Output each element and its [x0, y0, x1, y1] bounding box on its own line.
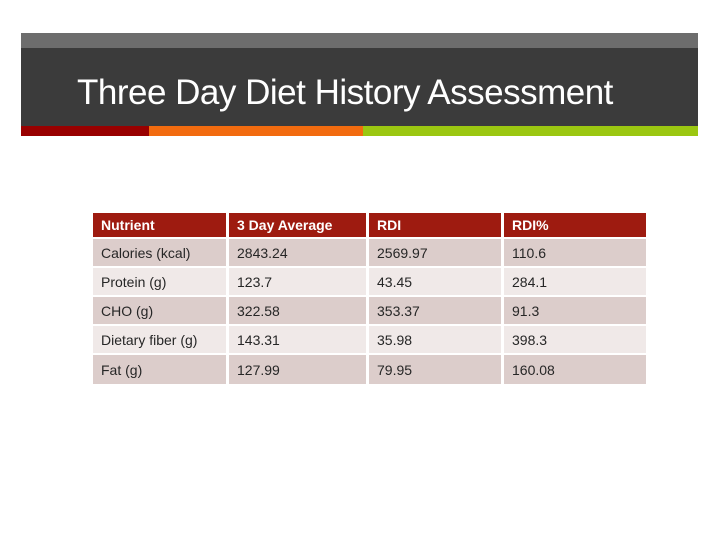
cell-nutrient: CHO (g) [93, 297, 229, 326]
cell-3day-average: 2843.24 [229, 239, 369, 268]
accent-stripe-red [21, 126, 149, 136]
cell-rdi: 2569.97 [369, 239, 504, 268]
cell-nutrient: Dietary fiber (g) [93, 326, 229, 355]
title-banner: Three Day Diet History Assessment [21, 48, 698, 126]
cell-rdi: 353.37 [369, 297, 504, 326]
slide-title: Three Day Diet History Assessment [77, 73, 613, 112]
table-row-cho: CHO (g) 322.58 353.37 91.3 [93, 297, 646, 326]
col-header-nutrient: Nutrient [93, 213, 229, 239]
table-row-fat: Fat (g) 127.99 79.95 160.08 [93, 355, 646, 384]
cell-3day-average: 322.58 [229, 297, 369, 326]
table-row-calories: Calories (kcal) 2843.24 2569.97 110.6 [93, 239, 646, 268]
table-row-protein: Protein (g) 123.7 43.45 284.1 [93, 268, 646, 297]
cell-rdi-percent: 284.1 [504, 268, 646, 297]
cell-nutrient: Fat (g) [93, 355, 229, 384]
col-header-rdi: RDI [369, 213, 504, 239]
table-header-row: Nutrient 3 Day Average RDI RDI% [93, 213, 646, 239]
cell-3day-average: 143.31 [229, 326, 369, 355]
accent-stripe [21, 126, 698, 136]
cell-rdi-percent: 398.3 [504, 326, 646, 355]
cell-3day-average: 123.7 [229, 268, 369, 297]
col-header-3day-average: 3 Day Average [229, 213, 369, 239]
cell-rdi-percent: 160.08 [504, 355, 646, 384]
accent-stripe-orange [149, 126, 363, 136]
cell-nutrient: Calories (kcal) [93, 239, 229, 268]
cell-rdi: 43.45 [369, 268, 504, 297]
cell-rdi: 79.95 [369, 355, 504, 384]
cell-nutrient: Protein (g) [93, 268, 229, 297]
table-row-dietary-fiber: Dietary fiber (g) 143.31 35.98 398.3 [93, 326, 646, 355]
accent-stripe-green [363, 126, 698, 136]
cell-rdi: 35.98 [369, 326, 504, 355]
title-banner-accent-strip [21, 33, 698, 48]
cell-rdi-percent: 91.3 [504, 297, 646, 326]
cell-3day-average: 127.99 [229, 355, 369, 384]
cell-rdi-percent: 110.6 [504, 239, 646, 268]
col-header-rdi-percent: RDI% [504, 213, 646, 239]
nutrient-table: Nutrient 3 Day Average RDI RDI% Calories… [93, 213, 646, 384]
